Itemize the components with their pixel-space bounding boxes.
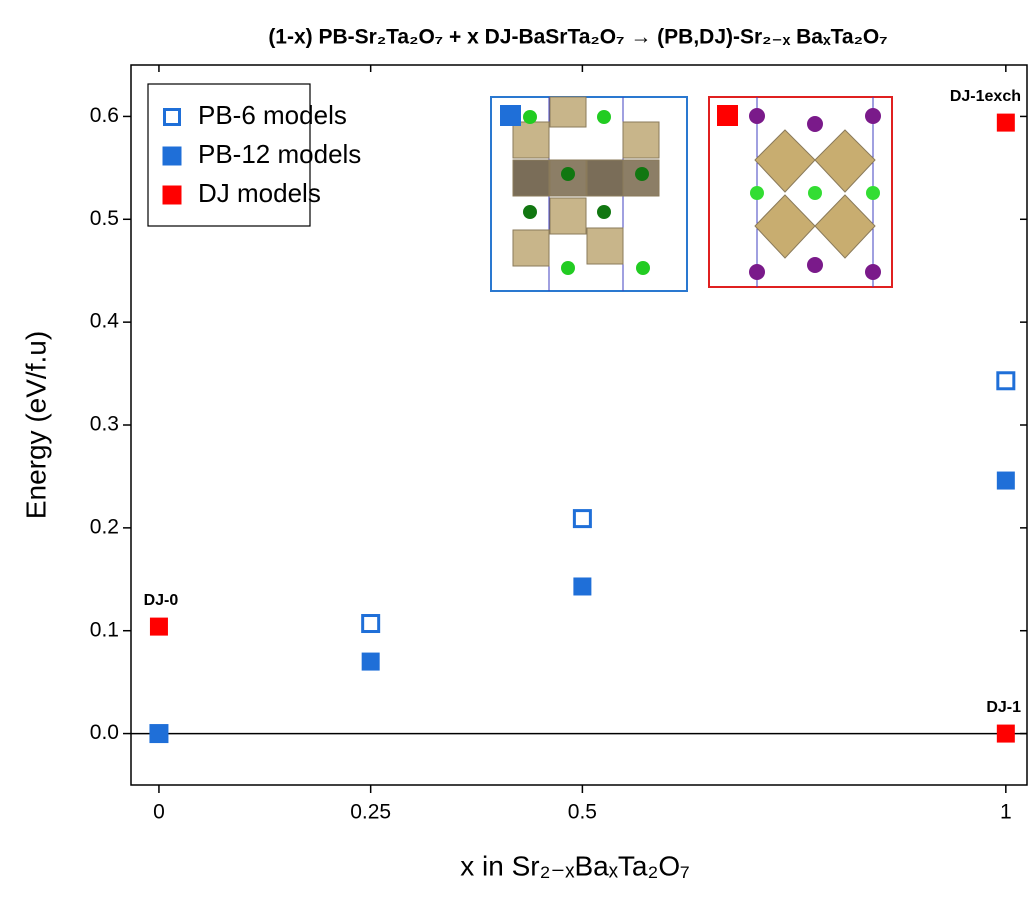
point <box>996 371 1016 391</box>
point <box>149 617 168 636</box>
legend-marker <box>162 185 182 205</box>
y-axis-label: Energy (eV/f.u) <box>20 331 51 519</box>
inset-dj <box>708 96 893 288</box>
point <box>996 724 1015 743</box>
x-tick-label: 1 <box>1000 801 1012 824</box>
point-label: DJ-1 <box>986 699 1021 716</box>
point <box>996 113 1015 132</box>
x-axis-label: x in Sr₂₋ₓBaₓTa₂O₇ <box>460 850 689 881</box>
point <box>149 724 168 743</box>
chart-title: (1-x) PB-Sr₂Ta₂O₇ + x DJ-BaSrTa₂O₇ → (PB… <box>268 26 887 49</box>
y-tick-label: 0.5 <box>90 207 119 230</box>
legend-label: PB-6 models <box>198 100 347 130</box>
point <box>572 509 592 529</box>
point-label: DJ-0 <box>144 592 179 609</box>
y-tick-label: 0.1 <box>90 618 119 641</box>
y-tick-label: 0.3 <box>90 413 119 436</box>
legend-label: DJ models <box>198 178 321 208</box>
legend-marker <box>162 146 182 166</box>
point <box>361 652 380 671</box>
point-label: DJ-1exch <box>950 88 1021 105</box>
y-tick-label: 0.6 <box>90 104 119 127</box>
y-tick-label: 0.2 <box>90 515 119 538</box>
point <box>996 471 1015 490</box>
x-tick-label: 0.25 <box>350 801 391 824</box>
point <box>361 614 381 634</box>
x-tick-label: 0 <box>153 801 165 824</box>
legend-label: PB-12 models <box>198 139 361 169</box>
y-tick-label: 0.4 <box>90 310 120 333</box>
x-tick-label: 0.5 <box>568 801 597 824</box>
y-tick-label: 0.0 <box>90 721 119 744</box>
legend-marker <box>163 108 181 126</box>
inset-pb <box>490 96 688 292</box>
plot-area: 0.0 0.1 0.2 0.3 0.4 0.5 0.6 0 0.25 0.5 1 DJ-0 DJ-1ex… <box>90 64 1028 824</box>
point <box>573 577 592 596</box>
